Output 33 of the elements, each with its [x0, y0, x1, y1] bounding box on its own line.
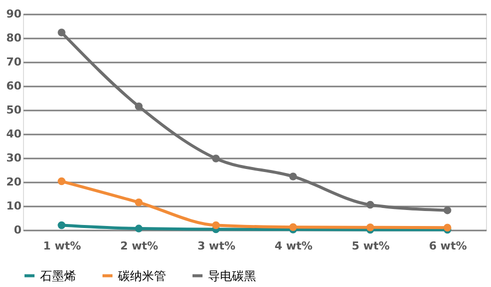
point [444, 224, 452, 232]
y-tick-label: 80 [6, 32, 22, 44]
legend-label: 碳纳米管 [117, 268, 166, 283]
point [212, 221, 220, 230]
point [58, 221, 66, 230]
point [134, 102, 143, 110]
point [58, 28, 66, 36]
point [134, 198, 143, 206]
point [212, 154, 220, 162]
x-tick-label: 5 wt% [352, 240, 390, 252]
point [366, 200, 374, 209]
legend-label: 石墨烯 [40, 268, 76, 283]
y-tick-label: 20 [6, 176, 22, 188]
point [134, 224, 143, 232]
x-tick-label: 3 wt% [197, 240, 236, 252]
y-tick-label: 40 [6, 128, 22, 140]
point [289, 223, 297, 231]
x-tick-label: 1 wt% [43, 240, 82, 252]
y-tick-label: 60 [6, 80, 22, 92]
point [289, 172, 297, 180]
y-tick-label: 10 [6, 200, 22, 212]
legend-label: 导电碳黑 [208, 268, 256, 283]
x-tick-label: 2 wt% [120, 240, 158, 252]
y-tick-label: 70 [6, 56, 22, 68]
x-tick-label: 6 wt% [428, 240, 467, 252]
point [58, 177, 66, 186]
point [444, 206, 452, 214]
y-tick-label: 90 [6, 8, 22, 20]
point [366, 223, 374, 232]
x-tick-label: 4 wt% [274, 240, 313, 252]
y-tick-label: 50 [6, 104, 22, 116]
y-tick-label: 0 [14, 224, 22, 236]
y-tick-label: 30 [6, 152, 22, 164]
